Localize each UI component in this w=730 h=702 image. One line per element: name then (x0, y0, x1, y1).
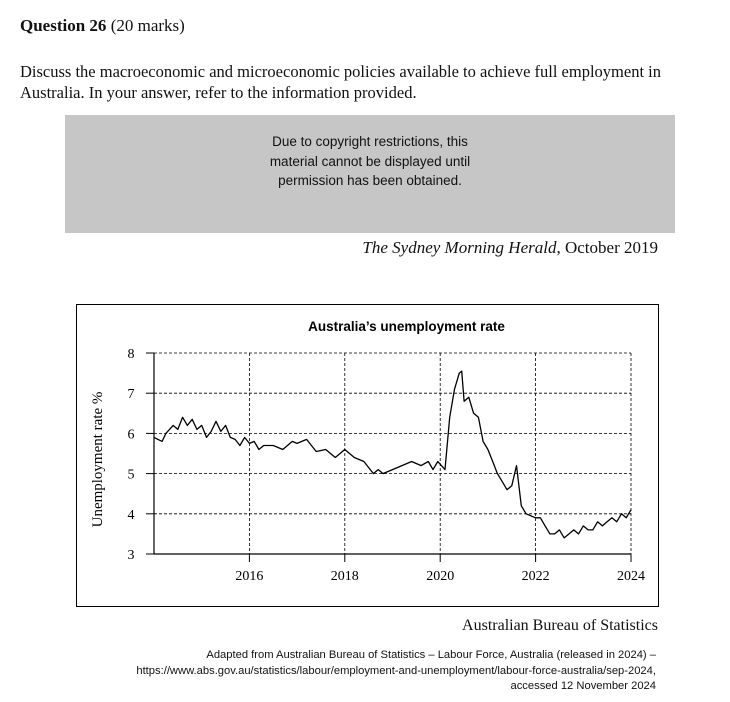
newspaper-date: , October 2019 (556, 238, 658, 257)
copyright-placeholder: Due to copyright restrictions, this mate… (65, 115, 675, 233)
x-tick-label: 2018 (331, 569, 359, 584)
y-tick-label: 5 (128, 468, 135, 483)
x-tick-label: 2020 (426, 569, 454, 584)
unemployment-chart: Australia’s unemployment rate Unemploymen… (90, 319, 645, 584)
y-tick-label: 8 (128, 347, 135, 362)
x-tick-label: 2024 (617, 569, 645, 584)
citation-url: https://www.abs.gov.au/statistics/labour… (136, 664, 656, 677)
y-tick-label: 4 (128, 508, 135, 523)
chart-source: Australian Bureau of Statistics (462, 617, 658, 634)
question-marks: (20 marks) (110, 16, 185, 35)
y-tick-label: 3 (128, 548, 135, 563)
citation-line-1: Adapted from Australian Bureau of Statis… (206, 649, 656, 661)
y-axis-label: Unemployment rate % (90, 392, 106, 528)
x-tick-label: 2022 (522, 569, 550, 584)
question-heading: Question 26 (20 marks) (20, 16, 185, 36)
x-tick-label: 2016 (235, 569, 263, 584)
newspaper-name: The Sydney Morning Herald (362, 238, 557, 257)
question-body: Discuss the macroeconomic and microecono… (20, 62, 661, 102)
unemployment-rate-line (153, 370, 632, 539)
y-tick-label: 6 (128, 427, 135, 442)
newspaper-source: The Sydney Morning Herald, October 2019 (362, 238, 658, 258)
y-tick-label: 7 (128, 387, 135, 402)
question-number: Question 26 (20, 16, 107, 35)
chart-frame: Australia’s unemployment rate Unemploymen… (76, 304, 659, 607)
copyright-notice: Due to copyright restrictions, this mate… (269, 134, 471, 188)
citation-accessed: accessed 12 November 2024 (510, 680, 656, 692)
citation: Adapted from Australian Bureau of Statis… (16, 648, 656, 695)
chart-title: Australia’s unemployment rate (308, 319, 505, 334)
